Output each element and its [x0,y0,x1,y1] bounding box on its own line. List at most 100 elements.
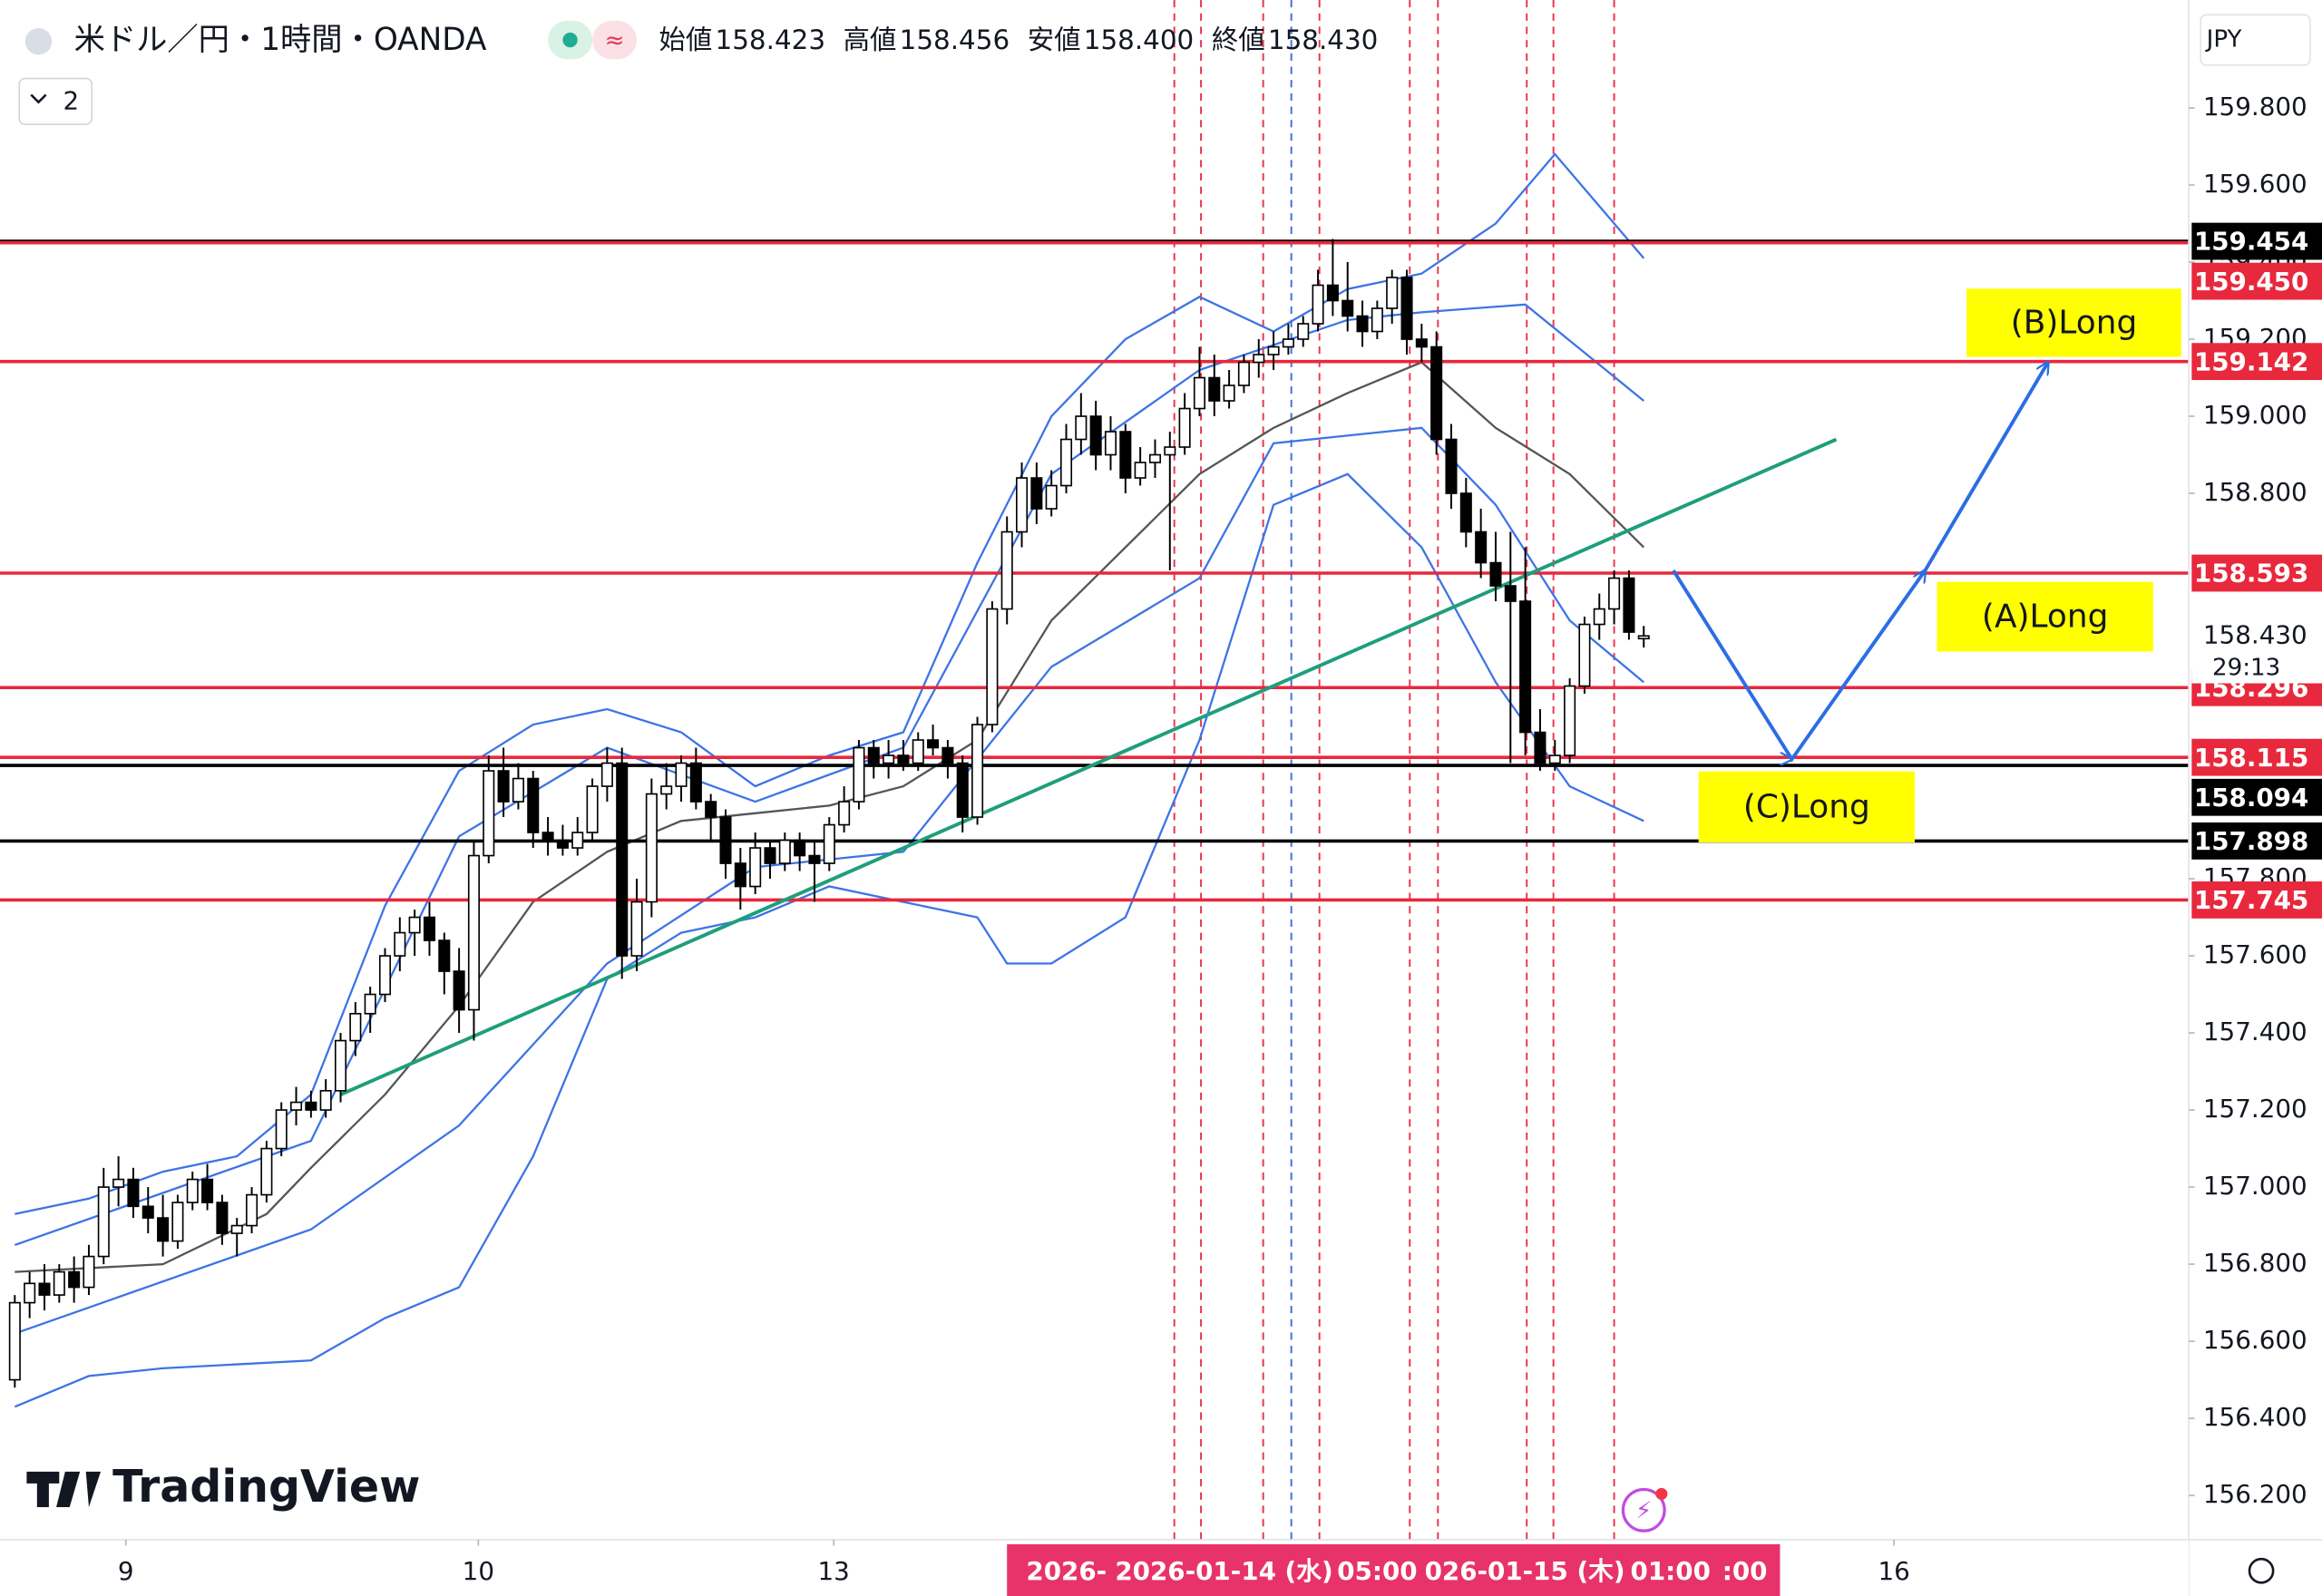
level-label-box [2191,222,2322,260]
candle-body [453,970,465,1011]
candle-body [927,739,940,749]
trendline [339,437,1838,1096]
time-highlight-label: 05:00 [1337,1556,1417,1586]
y-tick-label: 158.800 [2203,477,2307,507]
candle-body [8,1301,21,1381]
level-label: 157.898 [2194,826,2308,856]
candle-body [1164,446,1176,456]
time-highlight-label: 2026- [1026,1556,1107,1586]
candle-body [705,801,717,818]
brand: TradingView [112,1461,420,1513]
level-label: 159.450 [2194,267,2308,297]
y-tick-label: 157.000 [2203,1171,2307,1201]
candle-body [586,785,599,833]
candle-body [1564,685,1576,756]
candle-body [1593,608,1605,626]
candle-body [97,1186,110,1258]
y-tick-label: 156.200 [2203,1479,2307,1509]
plot-area [0,0,2190,1540]
candle-body [1045,484,1058,510]
ohlc-label: 安値 [1028,24,1081,55]
candle-body [378,955,392,996]
candle-body [24,1282,36,1304]
candle-body [275,1109,288,1150]
candle-body [1430,345,1443,441]
annotation-text: (C)Long [1743,788,1870,825]
countdown: 29:13 [2212,655,2280,682]
candle-body [334,1039,347,1092]
candle-body [1119,431,1132,479]
candle-body [734,862,746,888]
candle-body [1148,453,1162,463]
indicator-count: 2 [63,86,80,116]
candle-body [53,1270,65,1296]
y-tick-label: 159.600 [2203,169,2307,199]
band-line [14,472,1644,1408]
band-line [14,426,1644,1335]
symbol-icon [24,28,53,55]
badge [592,20,638,60]
candle-body [1178,407,1191,448]
candle-body [527,777,540,833]
indicator-toggle[interactable] [18,77,93,125]
level-label-box [2191,881,2322,919]
badge-dot [562,32,578,48]
candle-body [1297,323,1310,340]
level-label-box [2191,778,2322,816]
candle-body [1016,477,1029,533]
candle-body [1208,376,1221,402]
candle-body [808,854,821,864]
level-label-box [2191,738,2322,776]
candle-body [764,847,776,864]
candle-body [675,762,688,787]
candle-body [689,762,702,803]
candle-body [216,1202,229,1234]
candle-body [260,1147,273,1196]
x-tick-label: 10 [463,1556,494,1586]
ohlc-readout: 始値 158.423 高値 158.456 安値 158.400 終値 158.430 [659,24,1379,55]
level-label: 158.115 [2194,743,2308,773]
y-tick-label: 156.400 [2203,1402,2307,1432]
x-tick-label: 13 [818,1556,850,1586]
candle-body [600,762,613,787]
candle-body [541,832,554,842]
candle-body [838,801,851,826]
candle-body [660,785,673,795]
ohlc-label: 始値 [659,24,713,55]
currency-box[interactable] [2200,14,2311,66]
candle-body [467,854,480,1011]
settings-icon[interactable] [2248,1557,2275,1584]
x-tick-label: 16 [1878,1556,1910,1586]
ohlc-value: 158.430 [1268,24,1378,55]
candle-body [201,1178,214,1203]
candle-body [230,1224,243,1234]
candle-body [127,1178,140,1208]
last-price-box [2191,618,2322,684]
candle-body [1134,462,1146,479]
candle-body [1445,438,1458,494]
y-tick-label: 156.600 [2203,1325,2307,1355]
candle-body [112,1178,125,1188]
time-highlight-label: 2026-01-14 (水) [1115,1556,1332,1586]
annotation-box [1698,771,1916,842]
level-label-box [2191,262,2322,300]
candle-body [1267,345,1280,355]
candle-body [616,762,629,957]
time-highlight [1007,1543,1781,1596]
y-tick-label: 159.800 [2203,92,2307,122]
candle-body [971,724,984,818]
alert-icon[interactable] [1621,1487,1666,1533]
candle-body [1475,530,1488,564]
candle-body [1282,338,1294,348]
price-axis: JPY159.800159.600159.400159.200159.00015… [2188,0,2322,1596]
candle-body [1548,754,1561,764]
candle-body [1075,415,1088,441]
annotation-text: (B)Long [2011,305,2138,342]
band-line [15,361,1645,1273]
candle-body [986,608,999,725]
candle-body [853,746,865,803]
alert-glyph: ⚡ [1635,1497,1652,1524]
candle-body [1534,731,1546,764]
candle-body [1341,299,1354,317]
candle-body [1637,635,1650,640]
